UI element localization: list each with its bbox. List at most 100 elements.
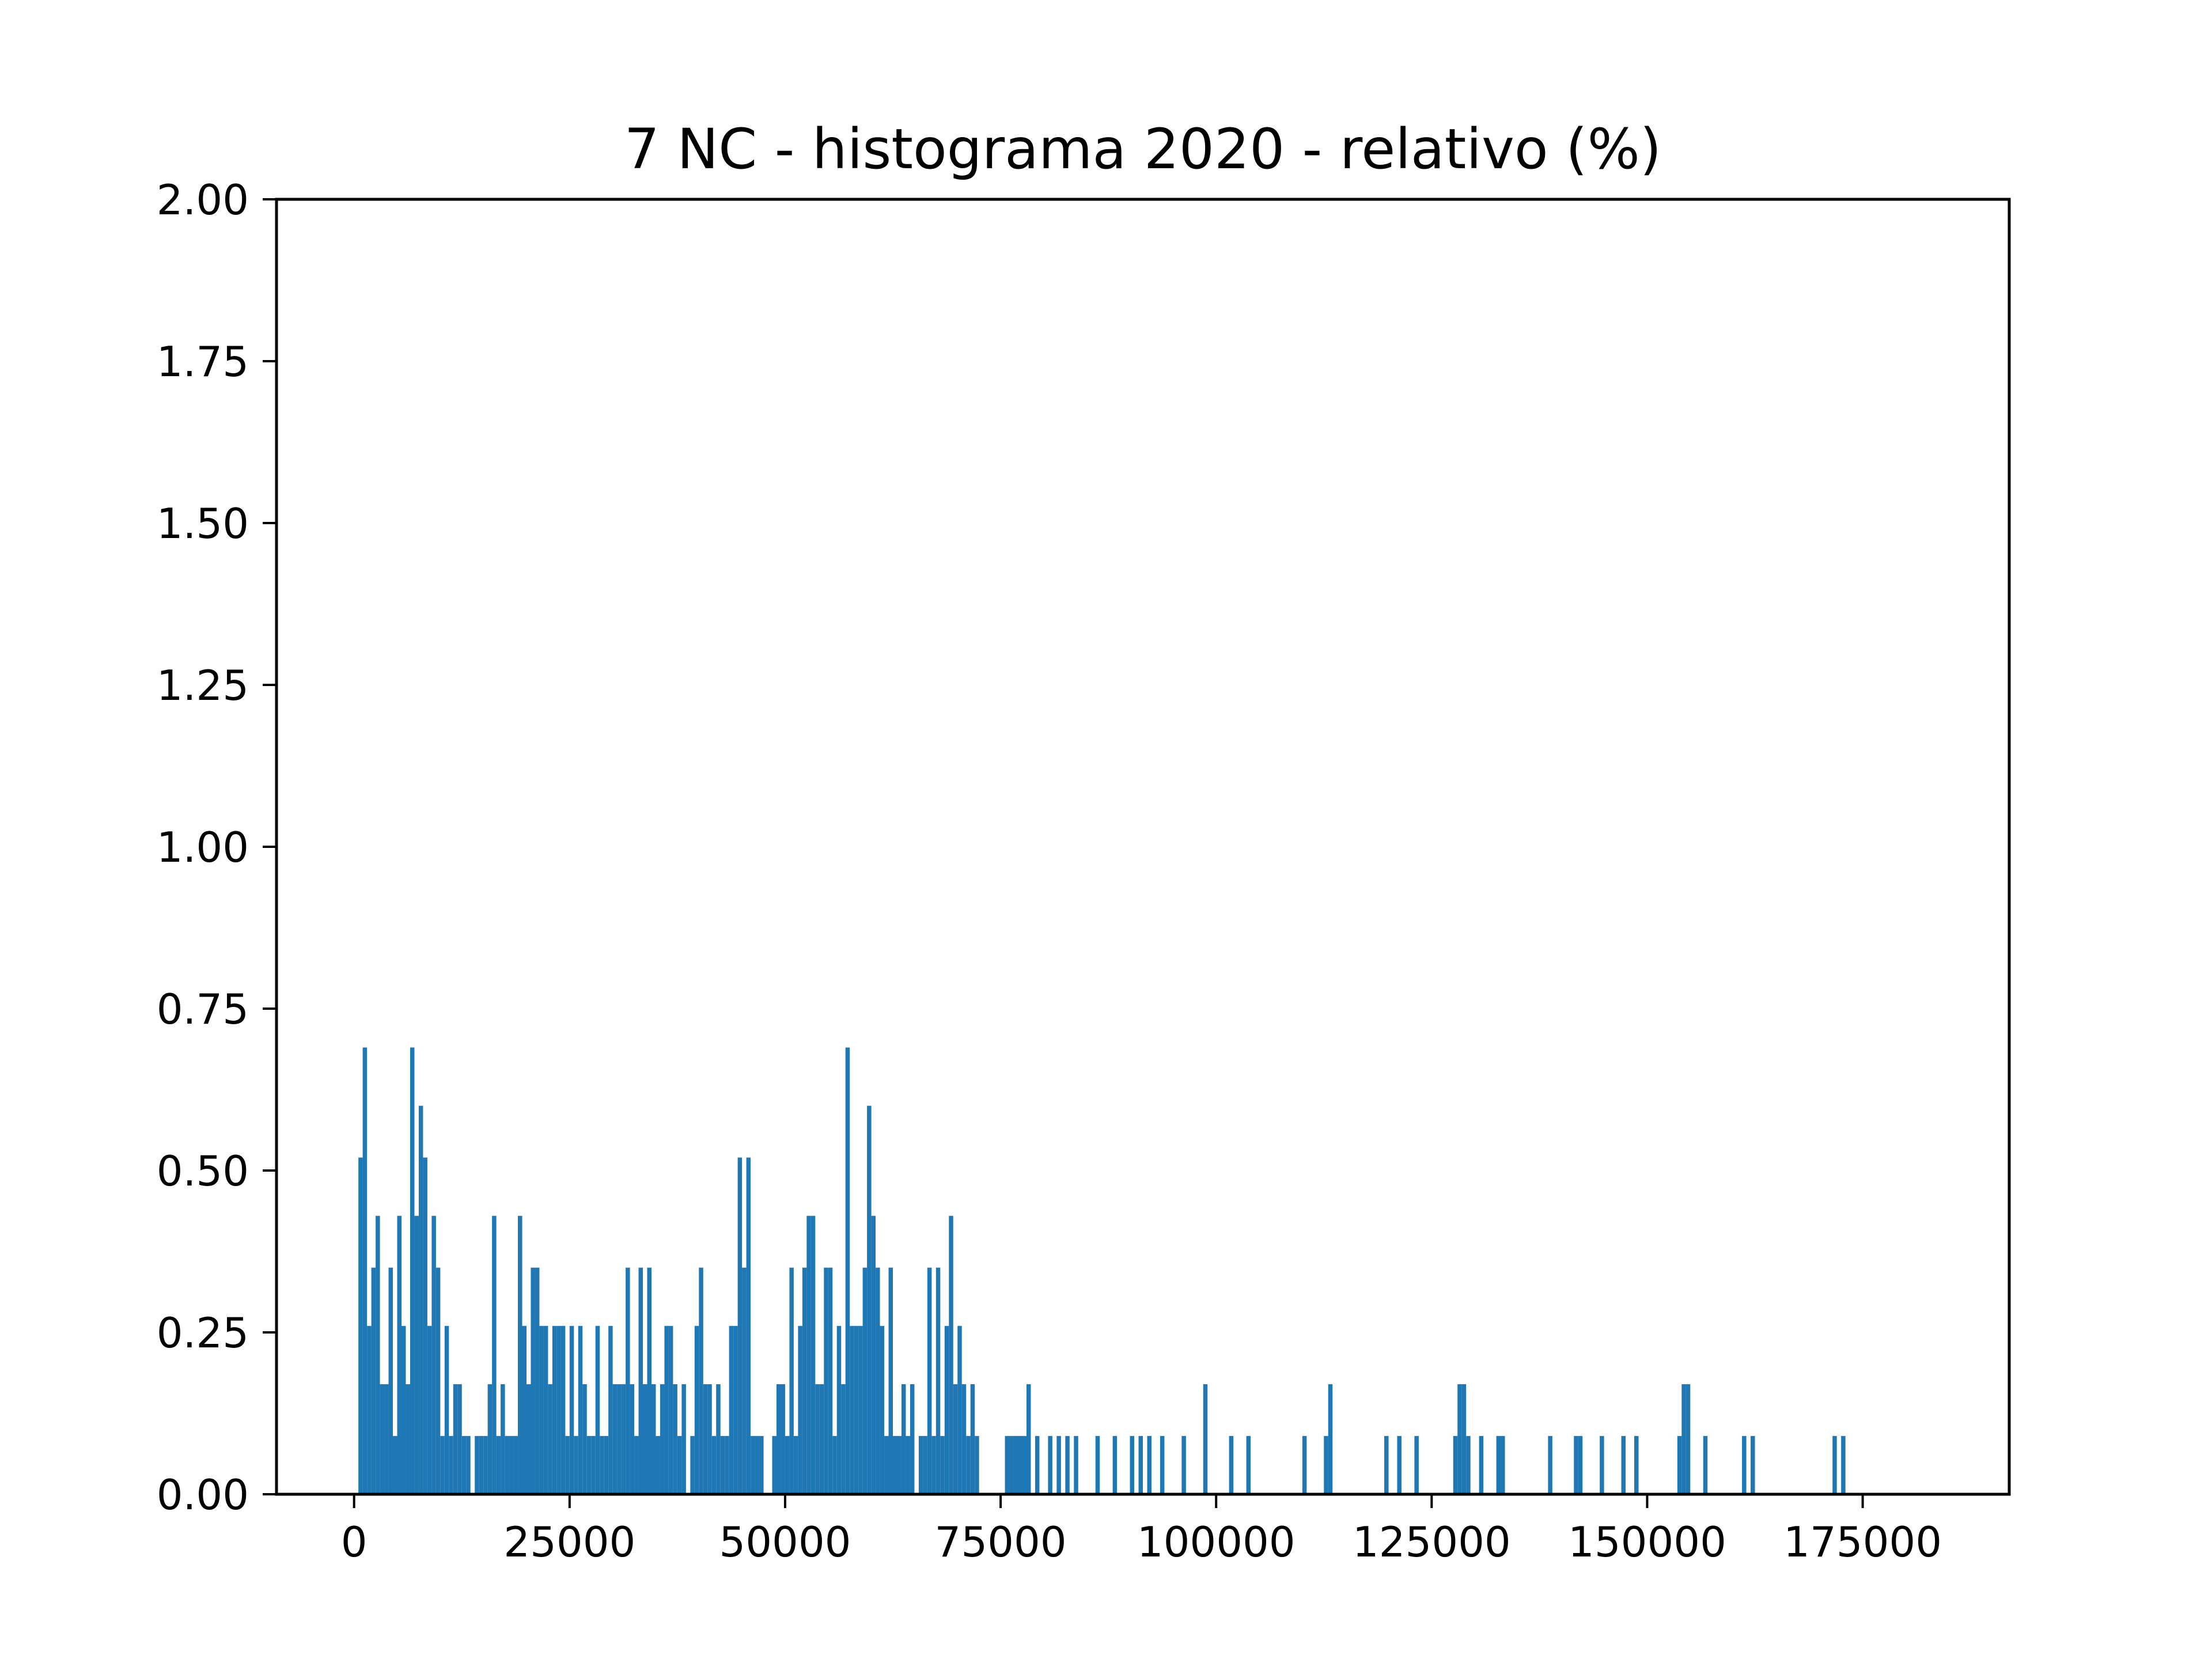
histogram-bar	[1578, 1435, 1583, 1494]
histogram-bar	[617, 1384, 622, 1494]
histogram-bar	[1056, 1435, 1061, 1494]
histogram-bar	[858, 1325, 863, 1494]
histogram-bar	[793, 1435, 798, 1494]
y-tick-label: 1.75	[157, 338, 249, 386]
histogram-bar	[1009, 1435, 1014, 1494]
histogram-bar	[651, 1384, 656, 1494]
histogram-bar	[772, 1435, 777, 1494]
y-tick-label: 1.25	[157, 661, 249, 710]
histogram-bar	[854, 1325, 859, 1494]
histogram-bar	[940, 1435, 945, 1494]
histogram-bar	[647, 1267, 652, 1494]
histogram-bar	[1751, 1435, 1755, 1494]
histogram-bar	[586, 1435, 592, 1494]
histogram-bar	[850, 1325, 854, 1494]
histogram-bar	[733, 1325, 738, 1494]
histogram-bar	[681, 1384, 686, 1494]
histogram-bar	[828, 1267, 833, 1494]
histogram-bar	[371, 1267, 376, 1494]
histogram-bar	[660, 1384, 665, 1494]
histogram-bar	[393, 1435, 397, 1494]
histogram-bar	[699, 1267, 703, 1494]
histogram-bar	[961, 1384, 967, 1494]
histogram-bar	[1074, 1435, 1078, 1494]
histogram-bar	[638, 1267, 643, 1494]
histogram-bar	[677, 1435, 682, 1494]
histogram-bar	[362, 1047, 368, 1494]
histogram-bar	[901, 1384, 906, 1494]
histogram-bar	[440, 1435, 445, 1494]
histogram-bar	[1685, 1384, 1691, 1494]
histogram-bar	[742, 1267, 747, 1494]
histogram-bar	[720, 1435, 725, 1494]
histogram-bar	[1501, 1435, 1505, 1494]
histogram-bar	[531, 1267, 535, 1494]
histogram-bar	[582, 1384, 587, 1494]
histogram-bar	[884, 1435, 889, 1494]
histogram-bar	[931, 1435, 936, 1494]
y-tick-label: 2.00	[157, 176, 249, 224]
histogram-bar	[397, 1215, 402, 1494]
histogram-bar	[966, 1435, 971, 1494]
histogram-bar	[539, 1325, 544, 1494]
histogram-bar	[703, 1384, 708, 1494]
histogram-bar	[725, 1435, 729, 1494]
histogram-bar	[612, 1384, 618, 1494]
histogram-bar	[1453, 1435, 1458, 1494]
histogram-bar	[1229, 1435, 1234, 1494]
histogram-bar	[367, 1325, 372, 1494]
histogram-bar	[970, 1384, 975, 1494]
histogram-bar	[690, 1435, 695, 1494]
bars-group	[358, 1047, 1846, 1494]
histogram-bar	[888, 1267, 893, 1494]
histogram-bar	[591, 1435, 596, 1494]
histogram-bar	[509, 1435, 514, 1494]
histogram-bar	[836, 1325, 842, 1494]
histogram-bar	[957, 1325, 962, 1494]
histogram-bar	[1681, 1384, 1686, 1494]
histogram-bar	[1302, 1435, 1307, 1494]
histogram-bar	[949, 1215, 953, 1494]
histogram-bar	[496, 1435, 501, 1494]
histogram-bar	[1147, 1435, 1152, 1494]
histogram-bar	[431, 1215, 436, 1494]
histogram-bar	[1496, 1435, 1501, 1494]
x-tick-label: 125000	[1353, 1518, 1511, 1566]
histogram-bar	[841, 1384, 846, 1494]
histogram-bar	[707, 1384, 712, 1494]
histogram-bar	[1203, 1384, 1208, 1494]
histogram-bar	[574, 1435, 578, 1494]
histogram-bar	[1841, 1435, 1846, 1494]
histogram-bar	[815, 1384, 820, 1494]
histogram-bar	[457, 1384, 462, 1494]
histogram-bar	[1414, 1435, 1419, 1494]
histogram-bar	[1005, 1435, 1010, 1494]
histogram-bar	[535, 1267, 540, 1494]
histogram-bar	[906, 1435, 910, 1494]
histogram-bar	[1457, 1384, 1462, 1494]
histogram-bar	[526, 1384, 531, 1494]
y-tick-label: 1.50	[157, 499, 249, 548]
histogram-bar	[876, 1267, 880, 1494]
histogram-bar	[449, 1435, 453, 1494]
histogram-bar	[711, 1435, 717, 1494]
histogram-bar	[388, 1267, 393, 1494]
histogram-bar	[569, 1325, 574, 1494]
histogram-bar	[630, 1384, 635, 1494]
histogram-bar	[759, 1435, 764, 1494]
histogram-bar	[862, 1267, 868, 1494]
histogram-bar	[819, 1384, 824, 1494]
histogram-bar	[1677, 1435, 1682, 1494]
histogram-bar	[802, 1267, 807, 1494]
histogram-bar	[543, 1325, 548, 1494]
histogram-bar	[1022, 1435, 1027, 1494]
histogram-bar	[358, 1157, 363, 1494]
histogram-bar	[806, 1215, 811, 1494]
histogram-bar	[1048, 1435, 1052, 1494]
histogram-bar	[505, 1435, 510, 1494]
y-axis: 0.00 0.25 0.50 0.75 1.00 1.25 1.50 1.75 2.00	[157, 176, 276, 1519]
histogram-bar	[1742, 1435, 1747, 1494]
histogram-bar	[565, 1435, 570, 1494]
histogram-bar	[1026, 1384, 1031, 1494]
